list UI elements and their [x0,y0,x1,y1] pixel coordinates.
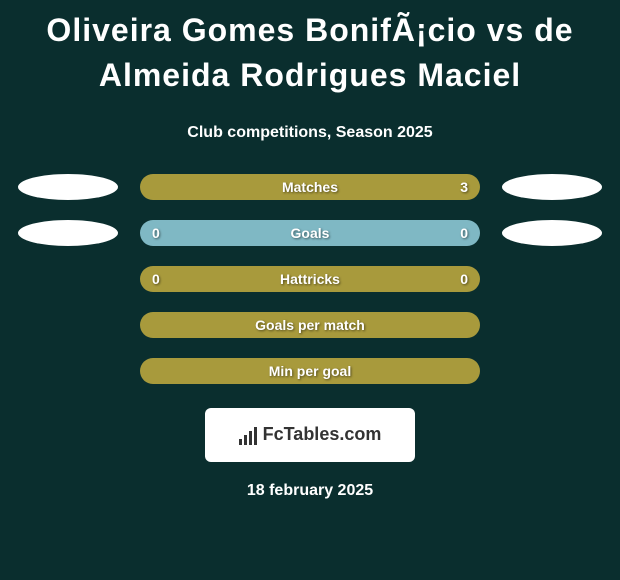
stat-row-hattricks: 0 Hattricks 0 [10,264,610,294]
stat-label: Goals [291,225,330,241]
stat-bar-mpg: Min per goal [140,358,480,384]
stat-value-right: 3 [460,179,468,195]
stat-value-left: 0 [152,271,160,287]
chart-icon [239,425,259,445]
stat-bar-gpm: Goals per match [140,312,480,338]
player-left-avatar [18,174,118,200]
player-left-avatar [18,220,118,246]
page-title: Oliveira Gomes BonifÃ¡cio vs de Almeida … [0,0,620,106]
stat-bar-goals: 0 Goals 0 [140,220,480,246]
stat-label: Matches [282,179,338,195]
stat-bar-hattricks: 0 Hattricks 0 [140,266,480,292]
subtitle: Club competitions, Season 2025 [0,124,620,142]
player-right-avatar [502,174,602,200]
stat-row-gpm: Goals per match [10,310,610,340]
stat-value-right: 0 [460,225,468,241]
stat-row-mpg: Min per goal [10,356,610,386]
stat-value-right: 0 [460,271,468,287]
stat-row-matches: Matches 3 [10,172,610,202]
main-container: Oliveira Gomes BonifÃ¡cio vs de Almeida … [0,0,620,500]
stat-label: Min per goal [269,363,351,379]
date-label: 18 february 2025 [0,482,620,500]
stat-label: Goals per match [255,317,365,333]
stat-value-left: 0 [152,225,160,241]
stat-label: Hattricks [280,271,340,287]
stat-row-goals: 0 Goals 0 [10,218,610,248]
player-right-avatar [502,220,602,246]
logo-box: FcTables.com [205,408,415,462]
logo-text: FcTables.com [263,424,382,445]
comparison-area: Matches 3 0 Goals 0 0 Hattricks 0 [0,172,620,386]
stat-bar-matches: Matches 3 [140,174,480,200]
